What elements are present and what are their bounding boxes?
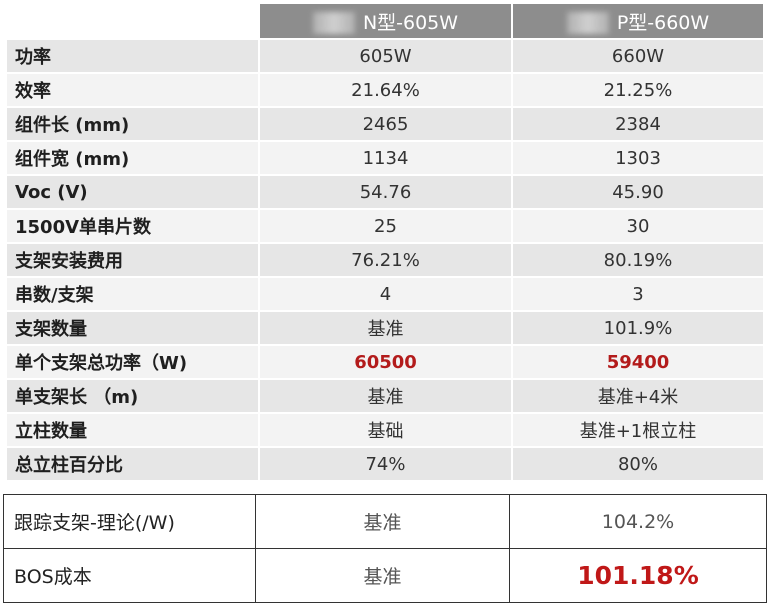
row-label: 单个支架总功率（W)	[7, 345, 260, 380]
table-row: 总立柱百分比 74% 80%	[7, 447, 765, 482]
table-row: 跟踪支架-理论(/W) 基准 104.2%	[3, 494, 767, 549]
module-comparison-table: N型-605W P型-660W 功率 605W 660W 效率 21.64% 21.25…	[7, 4, 765, 482]
row-label: 组件宽 (mm)	[7, 141, 260, 176]
p-type-value: 1303	[512, 141, 765, 176]
table-header-row: N型-605W P型-660W	[7, 4, 765, 40]
p-type-value: 21.25%	[512, 73, 765, 108]
row-label: 立柱数量	[7, 413, 260, 448]
p-type-value: 104.2%	[509, 494, 767, 549]
table-row: 单支架长 （m) 基准 基准+4米	[7, 379, 765, 414]
table-row: 支架数量 基准 101.9%	[7, 311, 765, 346]
p-type-value: 80%	[512, 447, 765, 482]
n-type-value: 基准	[255, 548, 510, 603]
p-type-value-highlight: 101.18%	[509, 548, 767, 603]
table-row: 串数/支架 4 3	[7, 277, 765, 312]
p-type-value: 30	[512, 209, 765, 244]
p-type-value: 3	[512, 277, 765, 312]
n-type-value: 76.21%	[259, 243, 513, 278]
table-row: 组件长 (mm) 2465 2384	[7, 107, 765, 142]
p-type-value: 80.19%	[512, 243, 765, 278]
table-row: 功率 605W 660W	[7, 39, 765, 74]
row-label: 效率	[7, 73, 260, 108]
table-row: 组件宽 (mm) 1134 1303	[7, 141, 765, 176]
row-label: 1500V单串片数	[7, 209, 260, 244]
n-type-value: 基准	[255, 494, 510, 549]
p-type-value: 基准+4米	[512, 379, 765, 414]
row-label: BOS成本	[3, 548, 256, 603]
row-label: 支架安装费用	[7, 243, 260, 278]
row-label: 串数/支架	[7, 277, 260, 312]
row-label: 功率	[7, 39, 260, 74]
n-type-value: 21.64%	[259, 73, 513, 108]
row-label: 组件长 (mm)	[7, 107, 260, 142]
bos-cost-table: 跟踪支架-理论(/W) 基准 104.2% BOS成本 基准 101.18%	[3, 494, 767, 603]
table-row: 1500V单串片数 25 30	[7, 209, 765, 244]
row-label: 支架数量	[7, 311, 260, 346]
n-type-value: 2465	[259, 107, 513, 142]
header-p-type-label: P型-660W	[616, 11, 710, 34]
n-type-value: 605W	[259, 39, 513, 74]
p-type-value-highlight: 59400	[512, 345, 765, 380]
n-type-value: 基准	[259, 379, 513, 414]
header-corner	[7, 4, 260, 40]
p-type-value: 2384	[512, 107, 765, 142]
header-p-type: P型-660W	[512, 4, 765, 40]
blurred-logo	[566, 12, 609, 34]
n-type-value: 基础	[259, 413, 513, 448]
header-n-type-label: N型-605W	[362, 11, 459, 34]
table-row: Voc (V) 54.76 45.90	[7, 175, 765, 210]
n-type-value-highlight: 60500	[259, 345, 513, 380]
table-row: 支架安装费用 76.21% 80.19%	[7, 243, 765, 278]
n-type-value: 4	[259, 277, 513, 312]
p-type-value: 101.9%	[512, 311, 765, 346]
n-type-value: 基准	[259, 311, 513, 346]
table-row: 立柱数量 基础 基准+1根立柱	[7, 413, 765, 448]
n-type-value: 25	[259, 209, 513, 244]
row-label: 总立柱百分比	[7, 447, 260, 482]
p-type-value: 45.90	[512, 175, 765, 210]
row-label: 单支架长 （m)	[7, 379, 260, 414]
table-row: 效率 21.64% 21.25%	[7, 73, 765, 108]
table-row: BOS成本 基准 101.18%	[3, 548, 767, 603]
header-n-type: N型-605W	[259, 4, 513, 40]
table-row: 单个支架总功率（W) 60500 59400	[7, 345, 765, 380]
p-type-value: 基准+1根立柱	[512, 413, 765, 448]
blurred-logo	[312, 12, 355, 34]
n-type-value: 74%	[259, 447, 513, 482]
row-label: Voc (V)	[7, 175, 260, 210]
n-type-value: 54.76	[259, 175, 513, 210]
row-label: 跟踪支架-理论(/W)	[3, 494, 256, 549]
p-type-value: 660W	[512, 39, 765, 74]
n-type-value: 1134	[259, 141, 513, 176]
